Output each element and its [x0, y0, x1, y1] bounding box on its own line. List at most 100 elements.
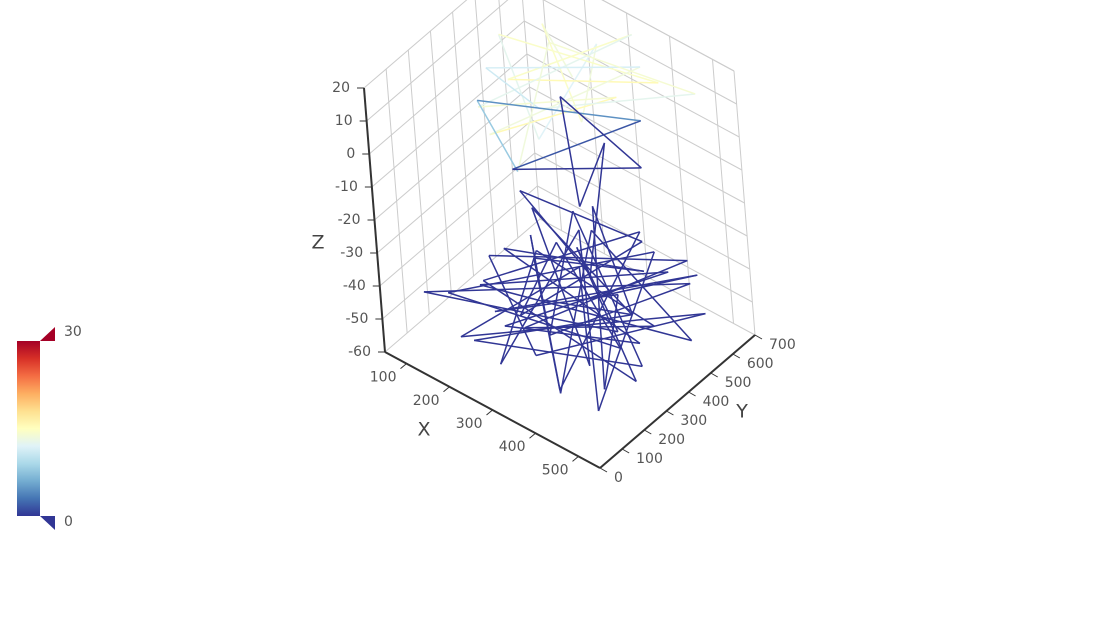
line-segment: [538, 43, 598, 140]
line-segment: [524, 259, 688, 329]
grid-line: [429, 30, 452, 296]
y-tick: [688, 391, 696, 397]
y-tick-label: 700: [769, 337, 796, 353]
grid-line: [601, 0, 735, 72]
x-axis-name: X: [417, 419, 430, 441]
line-segment: [485, 66, 641, 69]
x-tick: [443, 386, 450, 393]
grid-line: [407, 49, 430, 315]
x-tick: [572, 456, 579, 462]
z-tick-label: -50: [346, 311, 369, 327]
grid-line: [376, 119, 533, 254]
line-segment: [539, 93, 696, 110]
y-tick-label: 600: [747, 356, 774, 372]
line-segment: [497, 34, 540, 140]
grid-line: [382, 185, 538, 320]
z-tick-label: 10: [335, 113, 353, 129]
line-segment: [479, 271, 669, 286]
line-segment: [549, 210, 574, 336]
line-segment: [559, 311, 577, 394]
grid-line: [712, 59, 734, 324]
grid-line: [522, 0, 541, 220]
line-segment: [535, 312, 706, 357]
line-segment: [578, 142, 606, 207]
line-segment: [498, 33, 659, 84]
line-segment: [507, 33, 632, 81]
grid-line: [368, 20, 525, 155]
y-tick-label: 500: [725, 375, 752, 391]
line-segment: [447, 291, 621, 349]
y-tick-label: 100: [636, 451, 663, 467]
visual-map: 30 0: [17, 324, 82, 530]
grid-line: [474, 0, 497, 258]
line-segment: [524, 325, 655, 329]
grid-line: [498, 0, 519, 239]
line-segment: [477, 99, 641, 122]
z-tick-label: 0: [346, 146, 355, 162]
line-segment: [478, 96, 617, 108]
y-tick-label: 200: [658, 432, 685, 448]
z-tick-label: -30: [340, 245, 363, 261]
grid-line: [384, 218, 541, 353]
z-tick-label: -10: [335, 179, 358, 195]
z-tick-label: -20: [338, 212, 361, 228]
line-segment: [531, 207, 591, 367]
y-tick-label: 0: [614, 470, 623, 486]
x-tick-label: 300: [456, 416, 483, 432]
line-segment: [488, 254, 688, 262]
line-segment: [477, 33, 633, 108]
line-segment: [591, 206, 634, 315]
line-segment: [548, 41, 696, 95]
line-segment: [519, 190, 643, 243]
y-axis-name: Y: [735, 401, 748, 423]
line-segment: [512, 167, 642, 171]
visual-map-handle: [40, 516, 55, 530]
grid-line: [374, 86, 530, 221]
y-tick: [666, 410, 674, 416]
line-segment: [503, 247, 645, 273]
x-tick: [486, 409, 493, 416]
line-segment: [504, 325, 641, 345]
line-segment: [473, 339, 643, 368]
line-segment: [589, 142, 606, 275]
line-segment: [559, 95, 642, 169]
visual-map-bar: [17, 341, 40, 516]
grid-line: [542, 0, 562, 231]
grid-line: [583, 0, 605, 254]
line-segment: [494, 274, 698, 313]
visual-map-min: 0: [64, 514, 73, 530]
y-tick-label: 300: [680, 413, 707, 429]
grid-line: [379, 152, 536, 287]
line-segment: [580, 43, 598, 123]
line-segment: [576, 247, 637, 382]
line-segment: [572, 210, 643, 367]
x-tick-label: 400: [499, 439, 526, 455]
y-tick: [599, 467, 608, 473]
visual-map-max: 30: [64, 324, 82, 340]
y-tick-label: 400: [703, 394, 730, 410]
y-axis: [599, 334, 756, 469]
grid-line: [733, 70, 756, 336]
y-tick: [710, 372, 718, 378]
line-segment: [512, 120, 642, 171]
line-segment: [479, 284, 692, 342]
line-segment: [482, 231, 641, 282]
y-tick: [732, 353, 741, 359]
line-segment: [482, 279, 637, 383]
line-segment: [503, 247, 641, 344]
grid-line: [371, 53, 528, 188]
x-tick-label: 200: [413, 393, 440, 409]
line-segment: [603, 294, 619, 390]
line-segment: [507, 78, 659, 84]
x-tick: [400, 363, 407, 369]
grid-line: [363, 0, 468, 89]
x-tick: [529, 432, 536, 439]
y-tick: [644, 429, 652, 435]
grid-line: [385, 68, 408, 334]
x-tick-label: 100: [370, 370, 397, 386]
grid-line: [366, 0, 509, 122]
visual-map-handle: [40, 327, 55, 341]
line-segment: [574, 230, 593, 312]
